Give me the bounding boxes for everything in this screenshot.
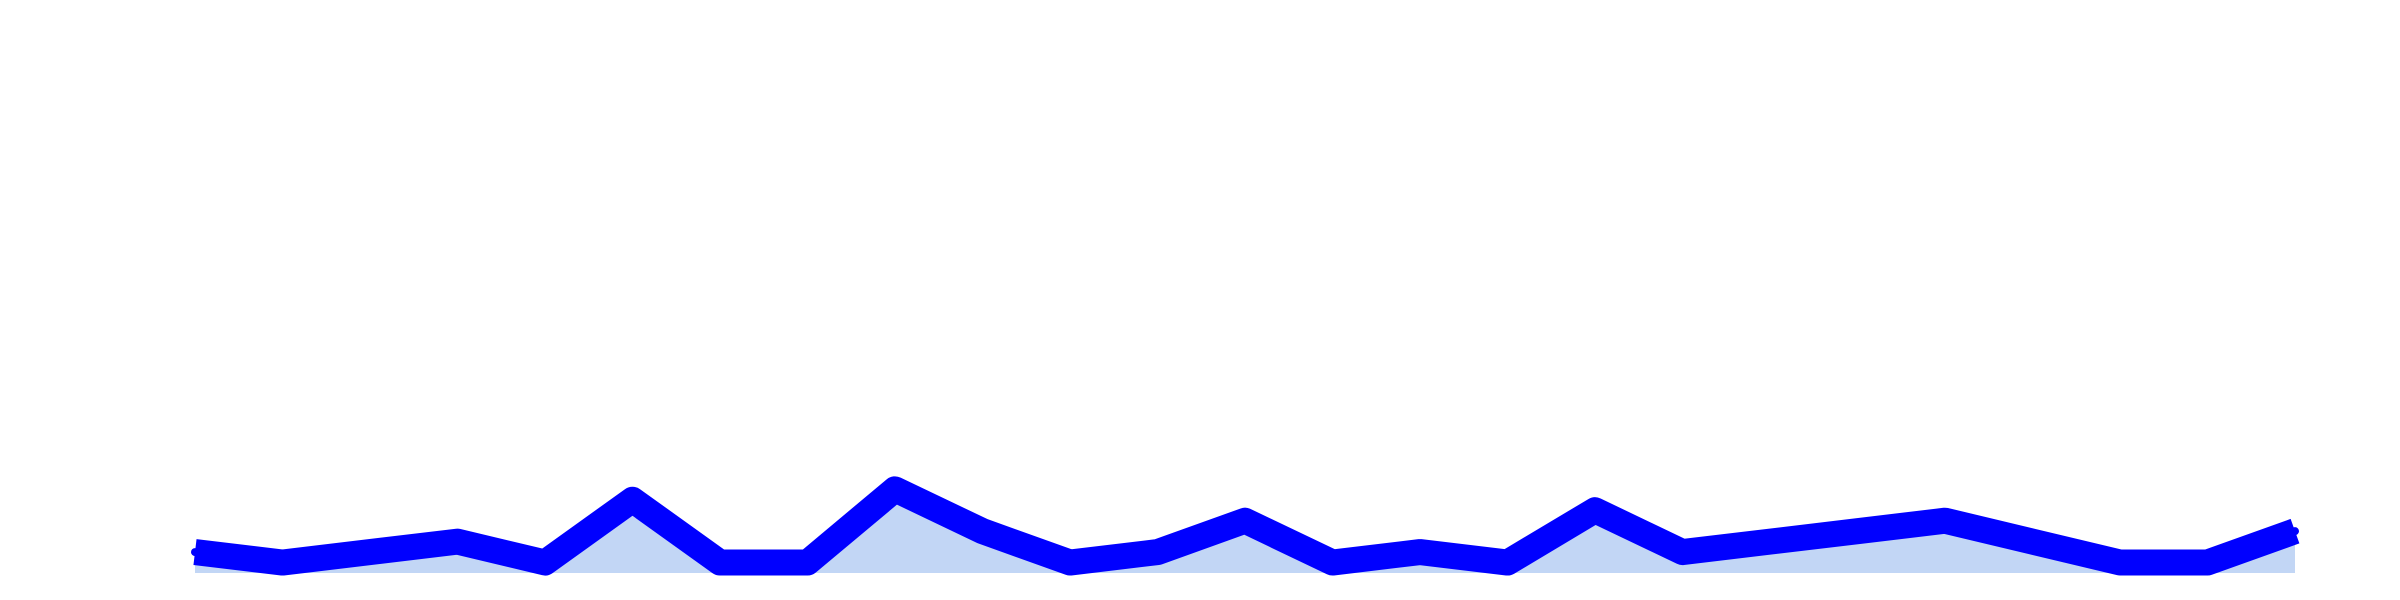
data-point-1 (191, 548, 199, 557)
data-point-8 (803, 558, 812, 567)
data-point-19 (1766, 537, 1774, 546)
data-point-14 (1328, 558, 1337, 567)
data-point-3 (366, 548, 374, 557)
data-point-23 (2116, 558, 2124, 567)
data-point-6 (628, 495, 637, 504)
data-point-21 (1941, 516, 1949, 525)
data-point-13 (1241, 516, 1249, 525)
data-point-7 (716, 558, 724, 567)
data-point-22 (2028, 537, 2037, 546)
data-point-4 (453, 537, 462, 546)
data-point-18 (1678, 548, 1687, 557)
data-point-16 (1503, 558, 1512, 567)
data-point-10 (978, 527, 987, 536)
data-point-20 (1853, 527, 1862, 536)
data-point-17 (1591, 506, 1599, 515)
data-point-2 (278, 558, 287, 567)
data-point-25 (2291, 527, 2299, 536)
data-point-24 (2203, 558, 2212, 567)
data-point-15 (1416, 548, 1424, 557)
data-point-12 (1153, 548, 1162, 557)
data-point-9 (891, 485, 899, 494)
data-point-5 (541, 558, 549, 567)
data-point-11 (1066, 558, 1074, 567)
